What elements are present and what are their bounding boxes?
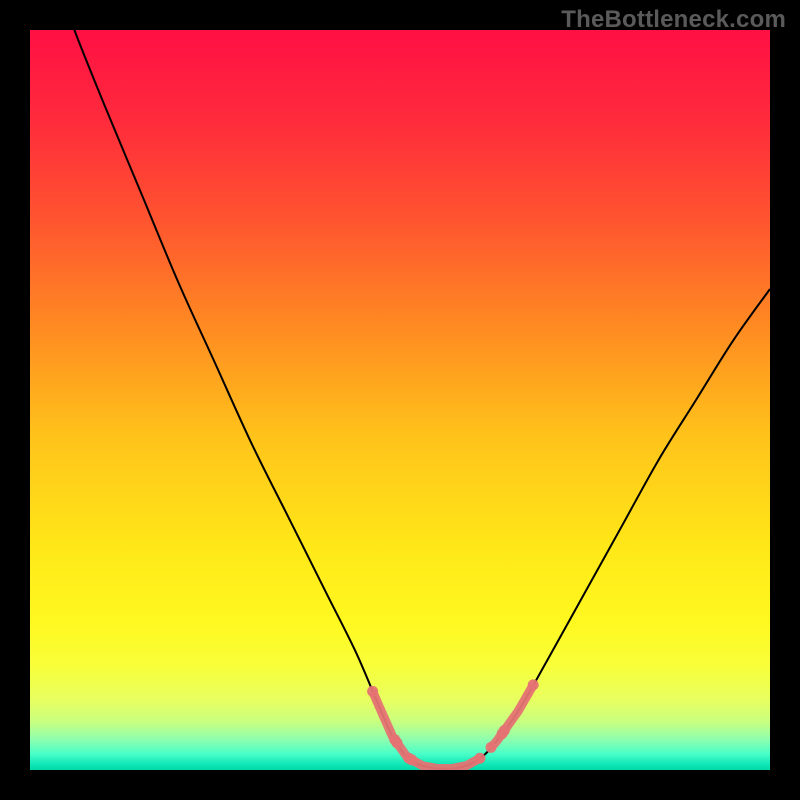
marker-dot [499, 725, 510, 736]
marker-dot [486, 742, 497, 753]
marker-dot [392, 737, 403, 748]
marker-dot [528, 679, 539, 690]
watermark-text: TheBottleneck.com [561, 6, 786, 34]
marker-dot [474, 753, 485, 764]
chart-frame: TheBottleneck.com [0, 0, 800, 800]
bottleneck-curve-chart [0, 0, 800, 800]
marker-dot [367, 686, 378, 697]
marker-dot [406, 754, 417, 765]
